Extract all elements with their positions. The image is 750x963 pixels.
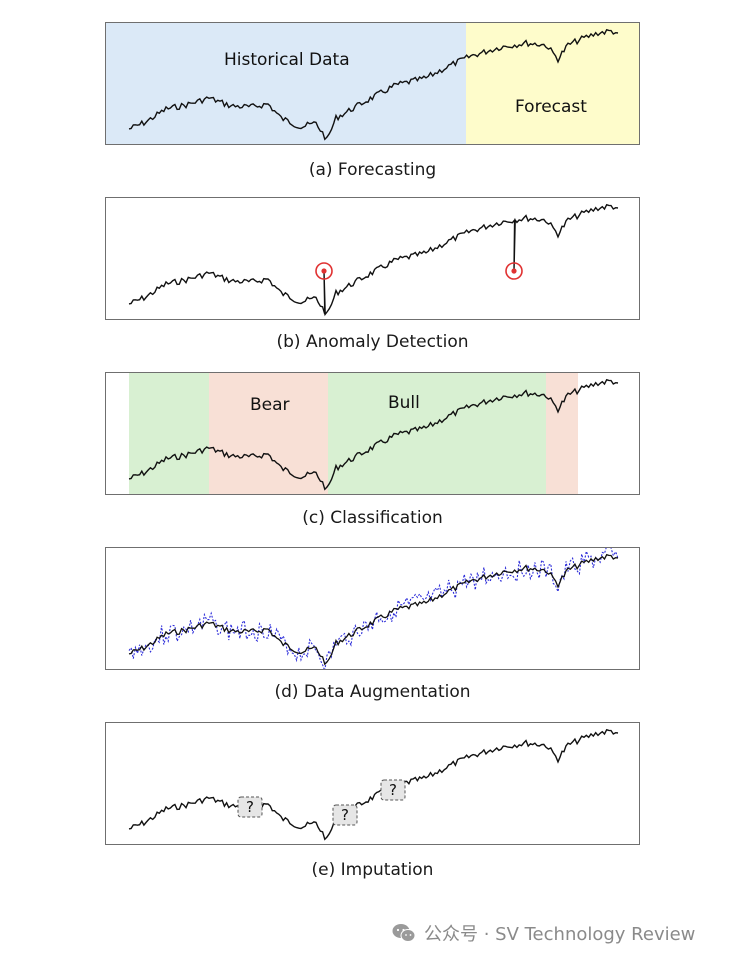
caption-classification: (c) Classification bbox=[302, 508, 443, 528]
classification-plot: Bear Bull bbox=[128, 373, 619, 494]
price-series-line bbox=[128, 378, 619, 491]
anomaly-plot bbox=[128, 203, 619, 317]
price-series-line bbox=[128, 28, 619, 141]
missing-mark-3: ? bbox=[389, 781, 397, 799]
bear-region-2 bbox=[546, 373, 578, 494]
forecast-region bbox=[466, 23, 639, 144]
missing-value-box-1: ? bbox=[237, 796, 263, 818]
bull-region-1 bbox=[129, 373, 209, 494]
bull-region-2 bbox=[328, 373, 546, 494]
forecast-label: Forecast bbox=[515, 97, 587, 117]
anomaly-marker-2 bbox=[505, 262, 523, 280]
missing-value-box-2: ? bbox=[332, 804, 358, 826]
bull-label: Bull bbox=[388, 393, 420, 413]
missing-value-box-3: ? bbox=[380, 779, 406, 801]
caption-data-augmentation: (d) Data Augmentation bbox=[274, 682, 471, 702]
augmentation-plot bbox=[128, 548, 619, 669]
panel-classification: Bear Bull bbox=[105, 372, 640, 495]
bear-region-1 bbox=[209, 373, 328, 494]
caption-anomaly-detection: (b) Anomaly Detection bbox=[276, 332, 469, 352]
panel-imputation: ? ? ? bbox=[105, 722, 640, 845]
panel-forecasting: Historical Data Forecast bbox=[105, 22, 640, 145]
forecasting-plot: Historical Data Forecast bbox=[106, 23, 639, 144]
price-series-line bbox=[128, 553, 619, 666]
caption-imputation: (e) Imputation bbox=[311, 860, 434, 880]
anomaly-marker-1 bbox=[315, 262, 333, 280]
historical-data-label: Historical Data bbox=[224, 50, 350, 70]
wechat-icon bbox=[392, 924, 416, 942]
panel-anomaly-detection bbox=[105, 197, 640, 320]
missing-mark-1: ? bbox=[246, 798, 254, 816]
historical-region bbox=[106, 23, 466, 144]
watermark-text: 公众号 · SV Technology Review bbox=[424, 924, 696, 945]
augmented-series-line bbox=[128, 548, 619, 669]
panel-data-augmentation bbox=[105, 547, 640, 670]
missing-mark-2: ? bbox=[341, 806, 349, 824]
price-series-line bbox=[128, 203, 619, 317]
price-series-line bbox=[128, 728, 619, 841]
bear-label: Bear bbox=[250, 395, 290, 415]
watermark: 公众号 · SV Technology Review bbox=[392, 920, 695, 946]
imputation-plot: ? ? ? bbox=[128, 728, 619, 841]
caption-forecasting: (a) Forecasting bbox=[308, 160, 437, 180]
